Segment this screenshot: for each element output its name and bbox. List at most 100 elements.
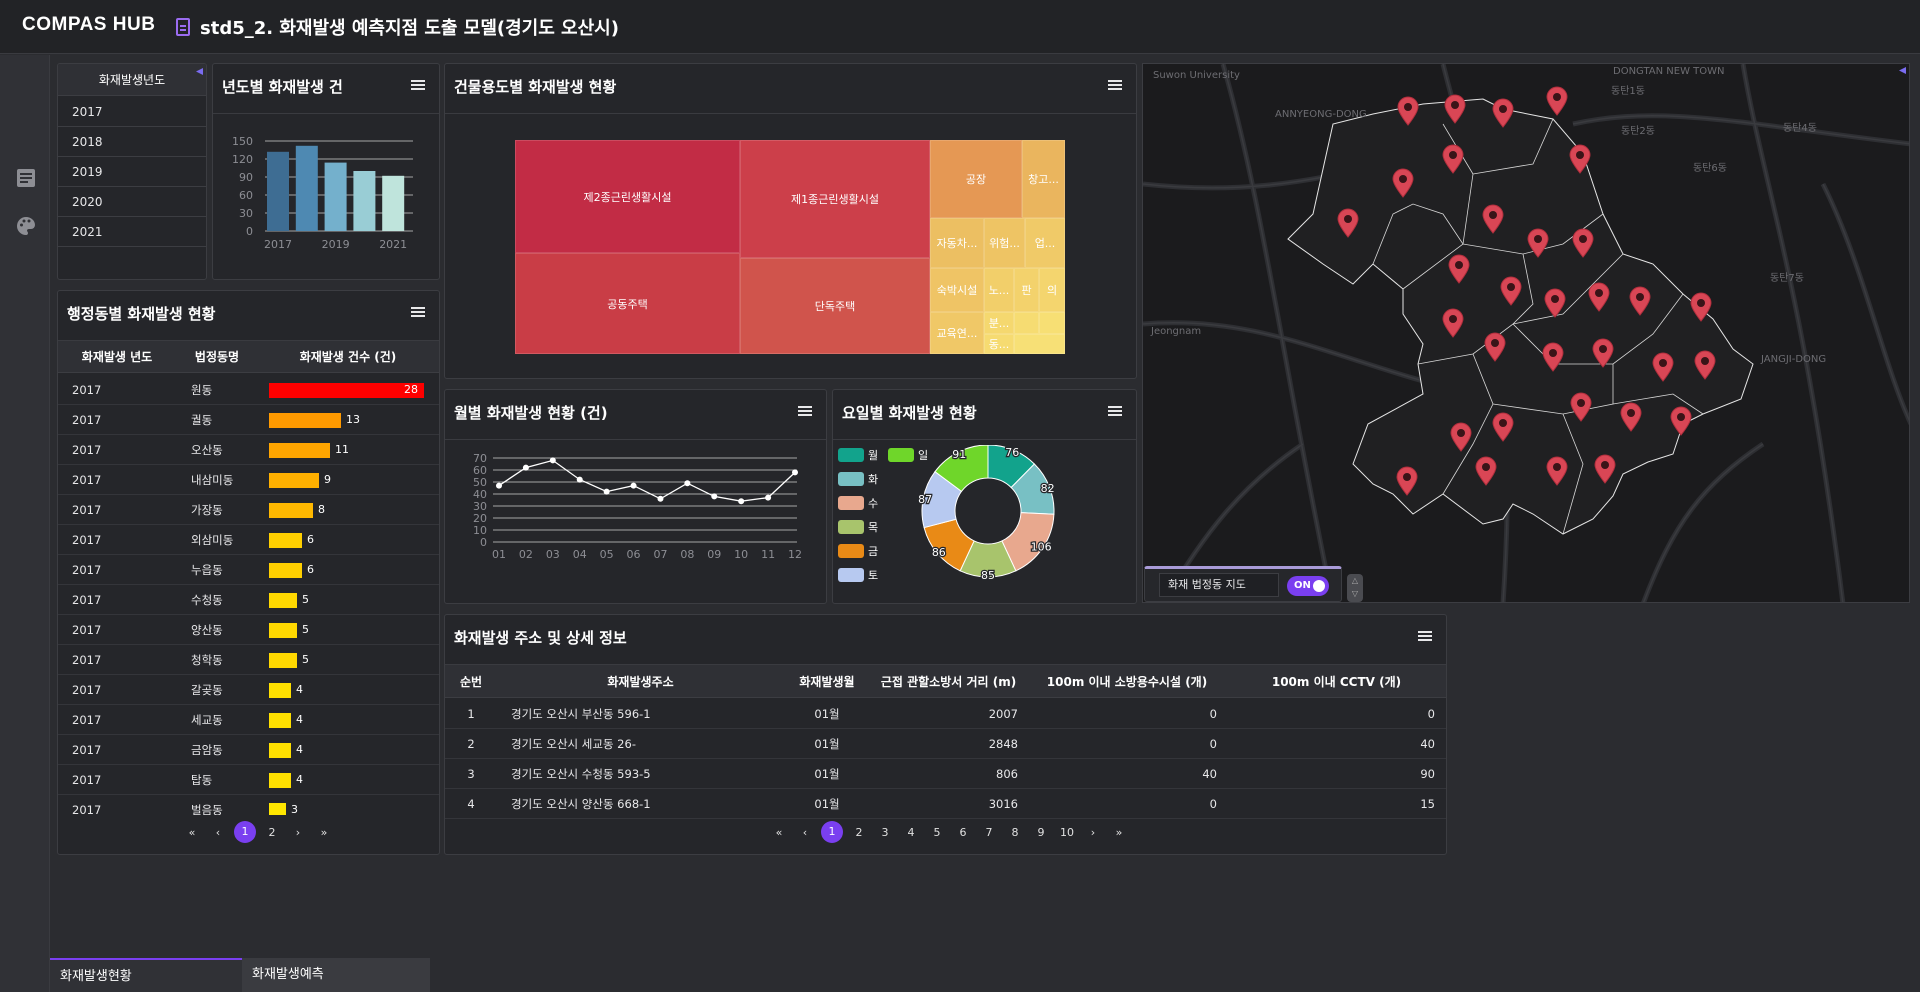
fire-location-pin-icon[interactable] <box>1693 350 1717 380</box>
prev-page-button[interactable]: ‹ <box>215 825 221 839</box>
menu-icon[interactable] <box>1418 631 1432 641</box>
line-point[interactable] <box>792 469 798 476</box>
treemap-cell[interactable]: 공장 <box>930 140 1022 218</box>
map-canvas[interactable] <box>1143 64 1910 603</box>
column-header[interactable]: 화재발생 건수 (건) <box>299 350 397 364</box>
legend-label[interactable]: 금 <box>868 545 879 558</box>
year-option[interactable]: 2018 <box>58 127 206 157</box>
fire-location-pin-icon[interactable] <box>1619 402 1643 432</box>
fire-location-pin-icon[interactable] <box>1483 332 1507 362</box>
table-row[interactable]: 2017 누읍동 6 <box>58 555 439 585</box>
palette-icon[interactable] <box>15 215 37 237</box>
next-page-button[interactable]: › <box>1090 825 1096 839</box>
fire-location-pin-icon[interactable] <box>1593 454 1617 484</box>
last-page-button[interactable]: » <box>1115 825 1123 839</box>
fire-location-pin-icon[interactable] <box>1474 456 1498 486</box>
fire-location-pin-icon[interactable] <box>1545 86 1569 116</box>
bar[interactable] <box>382 175 405 231</box>
page-number-button[interactable]: 5 <box>933 825 941 839</box>
year-option[interactable]: 2019 <box>58 157 206 187</box>
fire-location-pin-icon[interactable] <box>1587 282 1611 312</box>
page-number-button[interactable]: 2 <box>855 825 863 839</box>
year-option[interactable]: 2017 <box>58 97 206 127</box>
report-icon[interactable] <box>15 167 37 189</box>
fire-map[interactable]: Suwon University ANNYEONG-DONG DONGTAN NEW… <box>1142 63 1910 603</box>
table-row[interactable]: 2017 금암동 4 <box>58 735 439 765</box>
legend-label[interactable]: 토 <box>868 569 879 582</box>
legend-swatch[interactable] <box>838 520 864 534</box>
column-header[interactable]: 화재발생주소 <box>607 674 674 689</box>
column-header[interactable]: 근접 관할소방서 거리 (m) <box>880 674 1017 689</box>
treemap-cell[interactable]: 자동차... <box>930 218 984 268</box>
fire-location-pin-icon[interactable] <box>1651 352 1675 382</box>
line-point[interactable] <box>549 457 556 464</box>
table-row[interactable]: 2017 벌음동 3 <box>58 795 439 815</box>
treemap-cell[interactable]: 위험... <box>984 218 1025 268</box>
fire-location-pin-icon[interactable] <box>1499 276 1523 306</box>
legend-label[interactable]: 월 <box>868 449 879 462</box>
table-row[interactable]: 2017 세교동 4 <box>58 705 439 735</box>
treemap-cell[interactable]: 숙박시설 <box>930 268 984 312</box>
fire-location-pin-icon[interactable] <box>1396 96 1420 126</box>
page-number-button[interactable]: 6 <box>959 825 967 839</box>
fire-location-pin-icon[interactable] <box>1441 308 1465 338</box>
menu-icon[interactable] <box>411 307 425 317</box>
page-number-button[interactable]: 7 <box>985 825 993 839</box>
legend-swatch[interactable] <box>888 448 914 462</box>
year-option[interactable]: 2021 <box>58 217 206 247</box>
fire-location-pin-icon[interactable] <box>1568 144 1592 174</box>
treemap-cell-small[interactable] <box>1014 334 1065 354</box>
column-header[interactable]: 화재발생월 <box>799 674 855 689</box>
page-number-button[interactable]: 3 <box>881 825 889 839</box>
column-header[interactable]: 100m 이내 소방용수시설 (개) <box>1046 674 1208 689</box>
fire-location-pin-icon[interactable] <box>1443 94 1467 124</box>
treemap-cell[interactable]: 교육연... <box>930 312 984 354</box>
menu-icon[interactable] <box>1108 406 1122 416</box>
treemap-cell[interactable]: 동... <box>984 334 1014 354</box>
table-row[interactable]: 2017 수청동 5 <box>58 585 439 615</box>
table-row[interactable]: 2017 오산동 11 <box>58 435 439 465</box>
treemap-cell[interactable]: 제2종근린생활시설 <box>515 140 740 253</box>
legend-swatch[interactable] <box>838 568 864 582</box>
bar[interactable] <box>324 162 347 231</box>
legend-swatch[interactable] <box>838 448 864 462</box>
bar[interactable] <box>353 171 376 231</box>
fire-location-pin-icon[interactable] <box>1591 338 1615 368</box>
line-point[interactable] <box>765 494 772 501</box>
treemap-cell[interactable]: 판 <box>1014 268 1039 312</box>
donut-slice[interactable] <box>934 445 989 493</box>
menu-icon[interactable] <box>798 406 812 416</box>
fire-location-pin-icon[interactable] <box>1491 98 1515 128</box>
table-row[interactable]: 2017 원동 28 <box>58 375 439 405</box>
fire-location-pin-icon[interactable] <box>1669 406 1693 436</box>
table-row[interactable]: 4 경기도 오산시 양산동 668-1 01월 3016 0 15 <box>445 789 1446 819</box>
table-row[interactable]: 2017 양산동 5 <box>58 615 439 645</box>
map-zoom-control[interactable]: △ ▽ <box>1347 574 1363 602</box>
prev-page-button[interactable]: ‹ <box>802 825 808 839</box>
fire-location-pin-icon[interactable] <box>1689 292 1713 322</box>
table-row[interactable]: 2017 청학동 5 <box>58 645 439 675</box>
column-header[interactable]: 화재발생 년도 <box>81 350 153 364</box>
fire-location-pin-icon[interactable] <box>1491 412 1515 442</box>
treemap-cell[interactable]: 단독주택 <box>740 258 930 354</box>
fire-location-pin-icon[interactable] <box>1441 144 1465 174</box>
treemap-cell[interactable]: 업... <box>1025 218 1065 268</box>
fire-location-pin-icon[interactable] <box>1481 204 1505 234</box>
fire-location-pin-icon[interactable] <box>1545 456 1569 486</box>
table-row[interactable]: 3 경기도 오산시 수청동 593-5 01월 806 40 90 <box>445 759 1446 789</box>
page-number-button[interactable]: 10 <box>1060 825 1074 839</box>
legend-label[interactable]: 목 <box>868 521 879 534</box>
table-row[interactable]: 2017 내삼미동 9 <box>58 465 439 495</box>
table-row[interactable]: 2017 가장동 8 <box>58 495 439 525</box>
table-row[interactable]: 2 경기도 오산시 세교동 26- 01월 2848 0 40 <box>445 729 1446 759</box>
year-option[interactable]: 2020 <box>58 187 206 217</box>
tab-fire-status[interactable]: 화재발생현황 <box>50 958 242 992</box>
treemap-cell[interactable]: 제1종근린생활시설 <box>740 140 930 258</box>
treemap-cell[interactable]: 분... <box>984 312 1014 334</box>
line-point[interactable] <box>603 488 610 495</box>
table-row[interactable]: 2017 갈곶동 4 <box>58 675 439 705</box>
page-number-button[interactable]: 4 <box>907 825 915 839</box>
first-page-button[interactable]: « <box>188 825 196 839</box>
legend-label[interactable]: 화 <box>868 473 879 486</box>
legend-label[interactable]: 일 <box>918 449 929 462</box>
